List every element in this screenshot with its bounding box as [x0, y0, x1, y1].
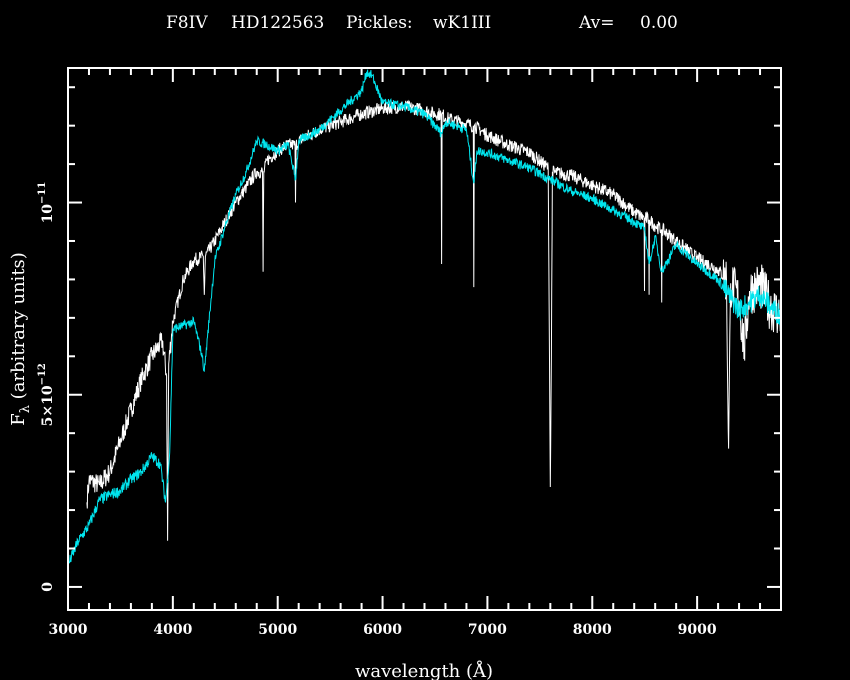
y-tick-exponent: −11 — [37, 182, 48, 204]
title-template-label: Pickles: — [346, 13, 413, 33]
chart-title: F8IV HD122563 Pickles: wK1III Av= 0.00 — [166, 13, 678, 33]
y-tick-label: 5×10−12 — [37, 363, 56, 426]
title-star: HD122563 — [231, 13, 324, 33]
x-tick-label: 4000 — [153, 622, 192, 638]
x-tick-label: 6000 — [363, 622, 402, 638]
y-tick-base: 5×10 — [40, 385, 56, 426]
y-axis-label: Fλ (arbitrary units) — [8, 252, 33, 426]
x-tick-label: 3000 — [49, 622, 88, 638]
y-tick-base: 0 — [40, 582, 56, 592]
x-tick-label: 8000 — [573, 622, 612, 638]
y-tick-base: 10 — [40, 204, 56, 224]
x-tick-label: 9000 — [678, 622, 717, 638]
y-label-sub: λ — [18, 405, 33, 413]
x-axis-label: wavelength (Å) — [355, 660, 493, 680]
title-av-label: Av= — [578, 13, 614, 33]
title-template: wK1III — [433, 13, 491, 33]
series-line-hd122563 — [86, 99, 782, 541]
title-av-value: 0.00 — [640, 13, 678, 33]
series-layer — [67, 69, 782, 566]
y-tick-label: 10−11 — [37, 182, 56, 224]
y-label-rest: (arbitrary units) — [8, 252, 29, 405]
x-tick-label: 7000 — [468, 622, 507, 638]
series-line-wk1iii — [67, 69, 782, 566]
y-tick-exponent: −12 — [37, 363, 48, 385]
y-tick-label: 0 — [40, 582, 56, 592]
y-label-main: F — [8, 413, 29, 426]
title-spectral-type: F8IV — [166, 13, 208, 33]
ticks-layer: 3000 4000 5000 6000 7000 8000 900005×10−1210−1… — [37, 68, 782, 638]
x-tick-label: 5000 — [258, 622, 297, 638]
